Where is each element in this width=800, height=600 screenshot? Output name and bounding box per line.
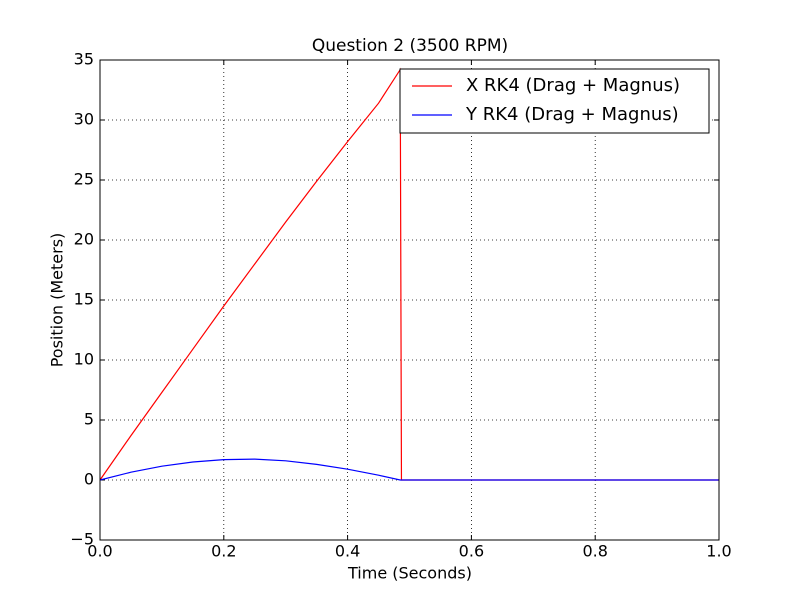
x-tick-label: 0.4 <box>335 542 360 561</box>
y-tick-label: −5 <box>70 530 94 549</box>
y-tick-label: 30 <box>74 110 94 129</box>
legend-label: X RK4 (Drag + Magnus) <box>466 75 680 96</box>
y-tick-label: 5 <box>84 410 94 429</box>
chart-title: Question 2 (3500 RPM) <box>312 36 508 56</box>
y-tick-label: 10 <box>74 350 94 369</box>
plot-frame <box>99 59 720 541</box>
x-tick-label: 0.2 <box>211 542 236 561</box>
y-tick-label: 35 <box>74 50 94 69</box>
y-axis-label: Position (Meters) <box>48 233 67 368</box>
y-tick-label: 25 <box>74 170 94 189</box>
x-tick-label: 0.6 <box>459 542 484 561</box>
x-tick-label: 0.0 <box>87 542 112 561</box>
x-axis-label: Time (Seconds) <box>347 564 472 583</box>
y-tick-label: 20 <box>74 230 94 249</box>
series-line <box>99 458 719 481</box>
legend-label: Y RK4 (Drag + Magnus) <box>465 104 679 125</box>
y-tick-label: 0 <box>84 470 94 489</box>
legend-box <box>399 68 710 134</box>
x-tick-label: 0.8 <box>582 542 607 561</box>
y-tick-label: 15 <box>74 290 94 309</box>
x-tick-label: 1.0 <box>706 542 731 561</box>
